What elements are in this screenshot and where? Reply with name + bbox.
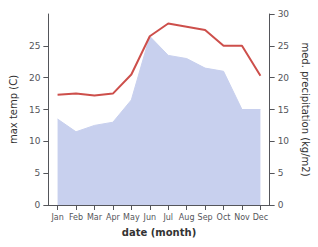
svg-text:25: 25 [278, 41, 289, 51]
svg-text:30: 30 [278, 9, 290, 19]
svg-text:Mar: Mar [87, 213, 103, 222]
svg-text:25: 25 [29, 41, 40, 51]
svg-text:Feb: Feb [69, 213, 83, 222]
svg-text:0: 0 [278, 200, 284, 210]
svg-text:Jan: Jan [50, 213, 63, 222]
svg-text:May: May [123, 213, 140, 222]
svg-text:15: 15 [29, 105, 40, 115]
svg-text:max temp (C): max temp (C) [8, 75, 19, 144]
svg-text:15: 15 [278, 105, 289, 115]
svg-text:5: 5 [35, 168, 41, 178]
svg-text:20: 20 [29, 73, 41, 83]
svg-text:date (month): date (month) [122, 227, 196, 238]
svg-text:med. precipitation (kg/m2): med. precipitation (kg/m2) [300, 42, 311, 176]
svg-text:5: 5 [278, 168, 284, 178]
svg-text:Apr: Apr [106, 213, 121, 222]
svg-text:Sep: Sep [198, 213, 213, 222]
svg-text:Jul: Jul [162, 213, 173, 222]
svg-text:Nov: Nov [234, 213, 250, 222]
svg-text:0: 0 [35, 200, 41, 210]
svg-text:Aug: Aug [179, 213, 195, 222]
svg-text:10: 10 [278, 136, 290, 146]
svg-text:10: 10 [29, 136, 41, 146]
svg-text:Dec: Dec [253, 213, 268, 222]
svg-text:Jun: Jun [143, 213, 157, 222]
svg-text:20: 20 [278, 73, 290, 83]
svg-text:Oct: Oct [217, 213, 231, 222]
